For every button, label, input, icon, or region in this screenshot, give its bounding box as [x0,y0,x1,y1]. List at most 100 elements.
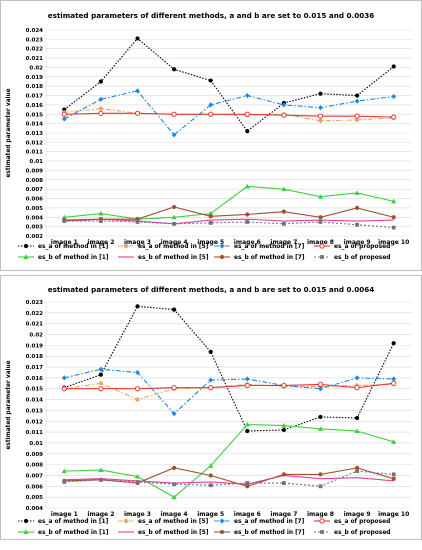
series-line [64,305,395,432]
series-line [64,423,394,498]
x-tick-label: image 6 [234,239,261,246]
series-line [63,37,395,132]
data-point [172,67,177,72]
y-tick-label: 0.014 [26,122,44,128]
data-point [61,111,67,117]
data-point [391,472,396,477]
chart-panel-i: estimated parameters of different method… [0,275,422,540]
y-tick-label: 0.013 [26,408,44,414]
data-point [245,484,250,489]
data-point [317,194,324,199]
data-point [61,468,67,474]
data-point [355,222,359,227]
y-axis-label: estimated parameter value [6,88,12,177]
y-tick-label: 0.017 [26,94,44,100]
data-point [208,473,213,478]
series-line [64,368,394,415]
y-tick-label: 0.012 [26,140,44,146]
data-point [98,366,104,372]
data-point [317,426,324,431]
series-line [64,220,394,229]
data-point [391,198,397,204]
data-point [61,116,67,122]
y-tick-label: 0.015 [26,112,44,118]
legend-label: es_b of method in [7] [234,255,305,261]
y-tick-label: 0.022 [26,311,44,317]
series-line [64,382,394,390]
data-point [135,36,140,41]
y-tick-label: 0.011 [26,150,44,156]
data-point [281,423,287,428]
y-tick-label: 0.019 [26,75,44,81]
series-0 [62,304,396,434]
data-point [391,64,396,69]
y-tick-label: 0.016 [26,376,44,382]
x-tick-label: image 5 [197,239,224,246]
x-tick-label: image 4 [161,239,188,246]
data-point [98,79,103,84]
legend-item: es_b of method in [7] [214,254,305,261]
legend-label: es_a of method in [7] [234,519,305,525]
legend-swatch-marker [320,255,324,259]
legend-swatch-marker [320,530,324,534]
y-tick-label: 0.023 [26,37,44,43]
legend-swatch-marker [319,518,325,524]
data-point [354,98,360,104]
data-point [208,111,214,117]
data-point [354,113,360,119]
legend-label: es_a of proposed [334,244,390,250]
data-point [208,214,213,219]
y-tick-label: 0.01 [29,159,43,165]
data-point [354,190,360,195]
legend-item: es_b of method in [7] [214,529,305,536]
x-tick-label: image 9 [344,239,371,246]
series-line [64,218,394,225]
data-point [281,112,287,118]
data-point [208,210,214,216]
x-tick-label: image 8 [307,239,334,246]
chart-frame [0,0,422,271]
data-point [61,386,67,392]
data-point [62,480,67,484]
data-point [134,473,141,479]
data-point [355,469,359,474]
data-point [172,307,177,312]
chart-panel-h: estimated parameters of different method… [0,0,422,286]
data-point [318,118,323,123]
data-point [208,102,214,108]
data-point [208,78,213,83]
data-point [317,381,324,388]
series-line [64,112,394,118]
legend-item: es_a of method in [1] [18,243,109,250]
legend-item: es_b of proposed [314,255,391,261]
series-line [64,185,394,220]
data-point [98,110,104,116]
legend-item: es_a of method in [5] [118,518,209,525]
legend-swatch-marker [219,254,225,260]
x-tick-label: image 2 [87,239,114,246]
data-point [172,221,176,226]
data-point [391,215,396,220]
data-point [62,219,67,223]
y-tick-label: 0.005 [26,206,44,212]
y-tick-label: 0.008 [26,463,44,469]
data-point [208,463,214,468]
y-tick-label: 0.02 [29,333,43,339]
data-point [318,386,323,392]
data-point [281,209,286,214]
data-point [355,117,360,122]
x-tick-label: image 10 [378,239,409,246]
y-tick-label: 0.01 [29,441,43,447]
data-point [244,421,250,427]
data-point [245,212,250,217]
data-point [318,484,323,489]
data-point [391,93,397,100]
data-point [245,428,250,434]
data-point [391,114,397,120]
data-point [98,381,103,386]
data-point [391,225,396,230]
data-point [355,465,360,470]
data-point [171,214,177,220]
legend-item: es_a of method in [1] [18,518,109,525]
